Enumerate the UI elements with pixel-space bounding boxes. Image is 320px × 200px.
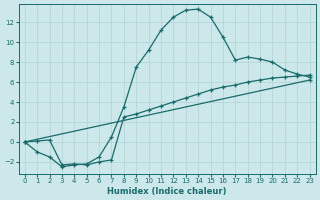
- X-axis label: Humidex (Indice chaleur): Humidex (Indice chaleur): [108, 187, 227, 196]
